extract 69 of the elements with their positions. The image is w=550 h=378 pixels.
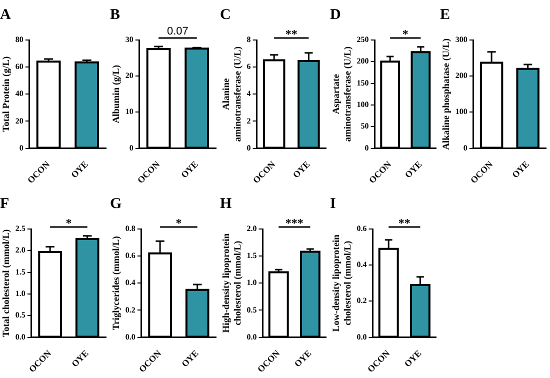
y-axis-title: High-density lipoprotein cholesterol (mmol/L) [222, 232, 244, 333]
chart-title: I [330, 196, 336, 212]
y-tick-label: 0 [129, 143, 134, 152]
y-tick-label: 0.8 [125, 224, 136, 234]
y-tick-label: 0 [19, 143, 24, 152]
y-tick-label: 0.0 [125, 332, 136, 342]
y-tick-label: 1.0 [15, 289, 26, 298]
annotation: * [176, 216, 182, 230]
y-tick-label: 0 [246, 143, 251, 152]
y-tick-label: 20 [15, 116, 24, 126]
y-tick-label: 2.0 [15, 246, 26, 255]
chart-title: A [0, 6, 11, 23]
y-tick-label: 100 [455, 107, 468, 116]
y-tick-label: 8 [246, 35, 251, 44]
y-axis-title: Aspartate aminotransferase (U/L) [332, 46, 354, 142]
y-tick-label: 0 [463, 143, 468, 152]
y-tick-label: 300 [455, 35, 468, 44]
y-tick-label: 1.0 [246, 278, 257, 288]
annotation: ** [398, 216, 410, 230]
annotation: ** [285, 27, 298, 42]
y-tick-label: 250 [356, 35, 369, 44]
y-axis-title: Total cholesterol (mmol/L) [2, 229, 12, 337]
y-tick-label: 2.0 [246, 224, 257, 234]
y-tick-label: 0.2 [356, 296, 367, 306]
y-tick-label: 4 [246, 89, 251, 98]
chart-title: C [220, 6, 231, 23]
annotation: * [402, 27, 408, 42]
chart-title: F [0, 196, 10, 212]
y-tick-label: 40 [15, 89, 24, 98]
y-tick-label: 1.5 [246, 251, 257, 260]
y-tick-label: 2 [246, 116, 251, 126]
y-tick-label: 6 [246, 62, 251, 72]
y-tick-label: 0.0 [15, 332, 26, 342]
y-tick-label: 0.5 [246, 305, 257, 314]
y-tick-label: 200 [455, 71, 468, 80]
y-tick-label: 30 [125, 35, 134, 44]
y-tick-label: 0.5 [15, 310, 26, 320]
y-tick-label: 0.6 [125, 251, 136, 260]
annotation: * [66, 216, 72, 230]
annotation: *** [285, 216, 304, 230]
y-tick-label: 200 [356, 56, 369, 66]
chart-title: E [440, 6, 450, 23]
y-tick-label: 60 [15, 62, 24, 72]
y-tick-label: 50 [360, 122, 369, 131]
y-tick-label: 0.4 [356, 260, 367, 270]
chart-title: D [330, 6, 341, 23]
y-tick-label: 0.6 [356, 224, 367, 234]
y-tick-label: 80 [15, 35, 24, 44]
y-axis-title: Alanine aminotransferase (U/L) [222, 46, 244, 142]
y-tick-label: 0.4 [125, 278, 136, 288]
y-axis-title: Alkaline phosphatase (U/L) [442, 38, 452, 150]
y-tick-label: 0.0 [356, 332, 367, 342]
chart-title: B [110, 6, 120, 23]
chart-title: G [110, 196, 122, 212]
y-tick-label: 0 [364, 143, 369, 152]
y-tick-label: 1.5 [15, 267, 26, 276]
chart-title: H [220, 196, 232, 212]
y-tick-label: 20 [125, 71, 134, 80]
y-axis-title: Total Protein (g/L) [2, 56, 12, 132]
y-axis-title: Low-density lipoprotein cholesterol (mmol/L) [332, 234, 354, 332]
y-axis-title: Albumin (g/L) [112, 64, 122, 124]
y-tick-label: 0.0 [246, 332, 257, 342]
y-tick-label: 10 [125, 107, 134, 116]
y-tick-label: 2.5 [15, 224, 26, 234]
y-tick-label: 100 [356, 100, 369, 110]
text: 0.07 [166, 26, 188, 38]
y-tick-label: 150 [356, 78, 369, 88]
y-axis-title: Triglycerides (mmol/L) [112, 236, 122, 330]
y-tick-label: 0.2 [125, 305, 136, 314]
